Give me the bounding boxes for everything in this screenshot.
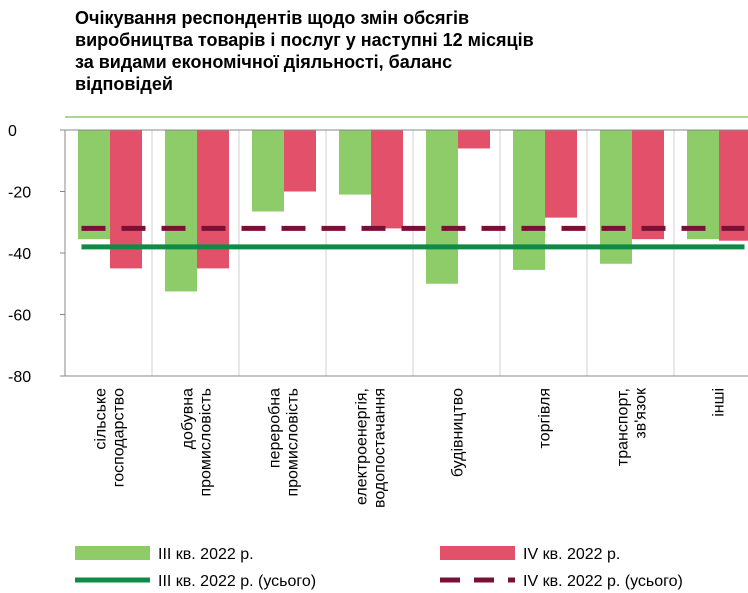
bar <box>284 130 316 192</box>
legend-label: ІV кв. 2022 р. (усього) <box>523 573 683 590</box>
y-tick-label: -40 <box>8 246 31 263</box>
legend-label: ІІІ кв. 2022 р. (усього) <box>158 573 316 590</box>
y-tick-label: -60 <box>8 308 31 325</box>
x-tick-label: будівництво <box>450 388 467 477</box>
x-tick-label: водопостачання <box>372 388 389 508</box>
chart-title: за видами економічної діяльності, баланс <box>75 52 452 72</box>
x-tick-label: сільське <box>93 388 110 450</box>
x-tick-label: транспорт, <box>615 388 632 466</box>
legend-swatch <box>75 546 150 560</box>
chart-title: відповідей <box>75 74 173 94</box>
y-tick-label: -80 <box>8 369 31 386</box>
x-tick-label: переробна <box>267 388 284 468</box>
x-tick-label: промисловість <box>198 388 215 497</box>
x-tick-label: зв'язок <box>633 387 650 439</box>
y-tick-label: -20 <box>8 185 31 202</box>
bar <box>458 130 490 149</box>
x-tick-label: інші <box>711 388 728 417</box>
bar <box>600 130 632 264</box>
x-tick-label: добувна <box>180 388 197 449</box>
bar <box>632 130 664 240</box>
legend-label: ІV кв. 2022 р. <box>523 546 620 563</box>
bar <box>426 130 458 284</box>
x-tick-label: торгівля <box>537 388 554 448</box>
x-tick-label: господарство <box>111 388 128 487</box>
bar <box>165 130 197 292</box>
x-tick-label: промисловість <box>285 388 302 497</box>
bar <box>252 130 284 212</box>
bar <box>545 130 577 218</box>
bar <box>78 130 110 240</box>
chart-title: Очікування респондентів щодо змін обсягі… <box>75 8 469 28</box>
chart-title: виробництва товарів і послуг у наступні … <box>75 30 534 50</box>
bar <box>719 130 748 241</box>
bar <box>371 130 403 229</box>
legend-label: ІІІ кв. 2022 р. <box>158 546 254 563</box>
bar <box>687 130 719 240</box>
bar <box>339 130 371 195</box>
x-tick-label: електроенергія, <box>354 388 371 505</box>
legend-swatch <box>440 546 515 560</box>
y-tick-label: 0 <box>8 123 17 140</box>
